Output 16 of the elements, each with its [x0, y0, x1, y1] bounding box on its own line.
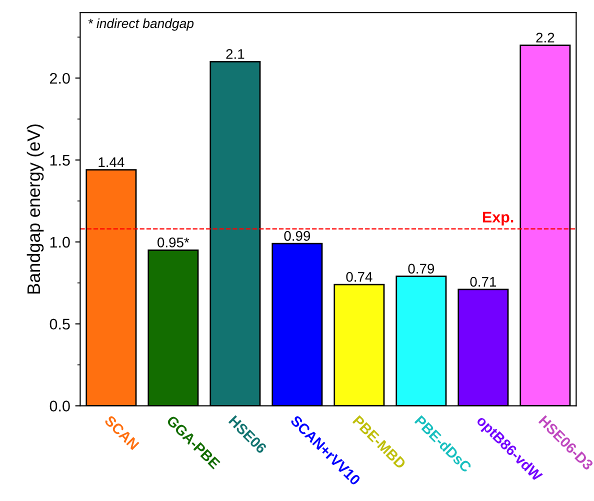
data-label: 0.79 [408, 264, 434, 274]
annotation: * indirect bandgap [88, 18, 194, 31]
y-tick-label: 0.5 [50, 318, 70, 330]
data-label: 0.71 [470, 276, 496, 287]
data-label: 1.44 [98, 157, 124, 167]
data-label: 0.99 [284, 231, 310, 241]
y-tick-label: 0.0 [50, 400, 70, 412]
ref-line-label: Exp. [482, 212, 514, 226]
data-label: 0.74 [346, 272, 372, 282]
y-tick-label: 2.0 [50, 72, 70, 84]
data-label: 2.2 [536, 32, 554, 42]
y-axis-title: Bandgap energy (eV) [26, 124, 44, 294]
y-tick-label: 1.5 [50, 155, 70, 166]
y-tick-label: 1.0 [50, 236, 70, 248]
data-label: 2.1 [226, 49, 244, 59]
data-label: 0.95* [158, 238, 190, 248]
